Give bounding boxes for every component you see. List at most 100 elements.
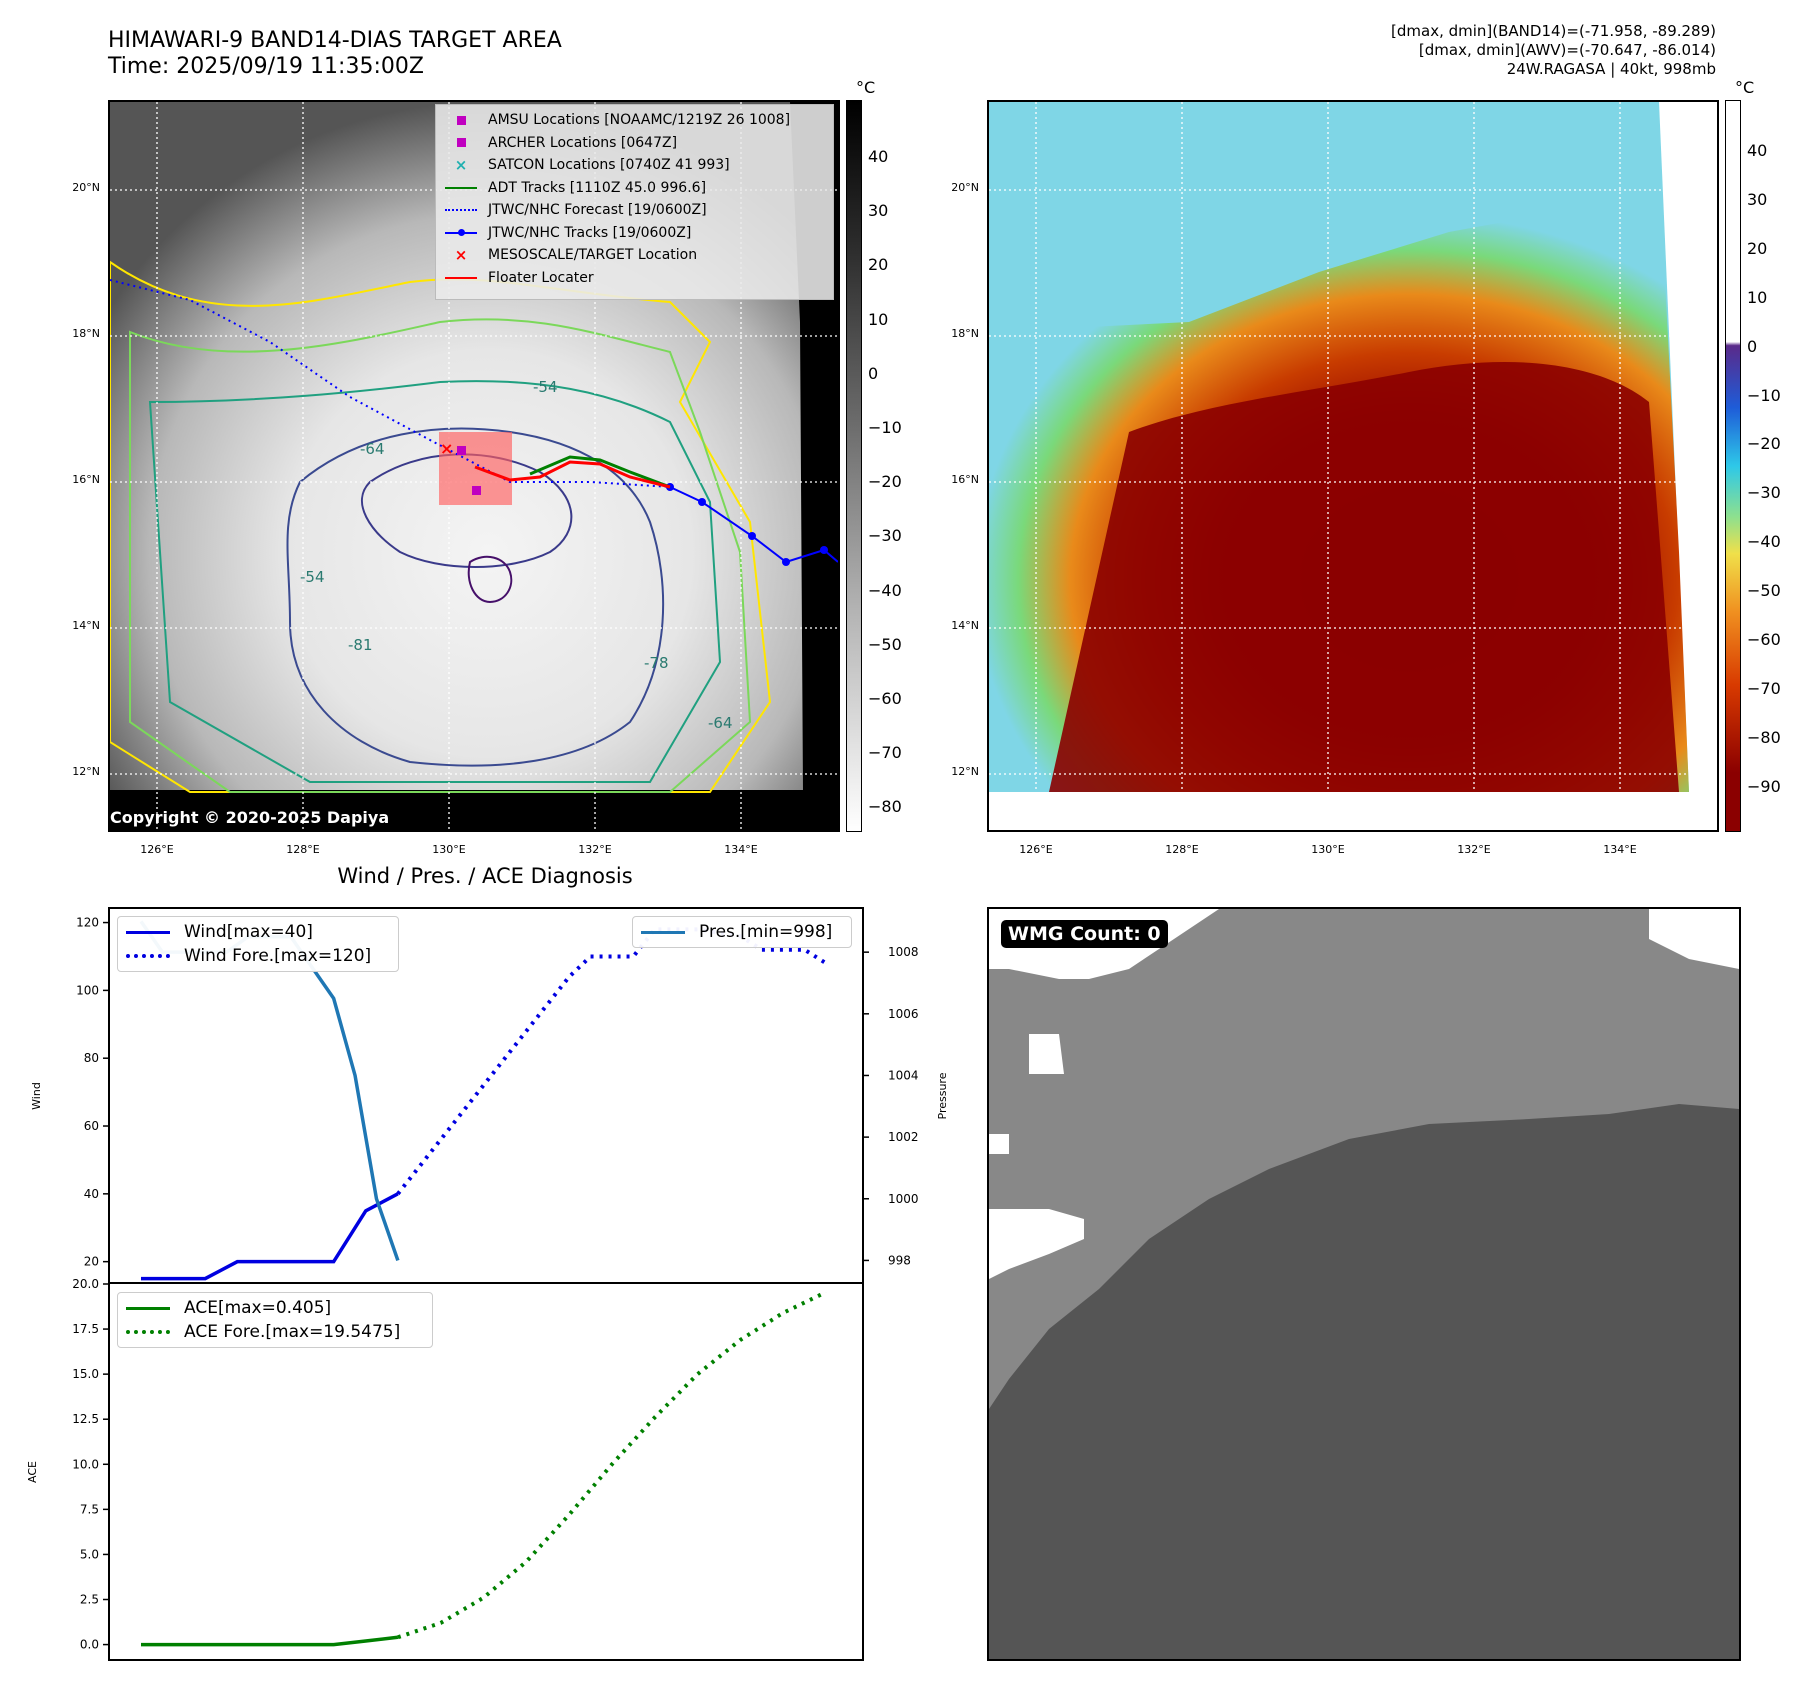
legend-label: Wind Fore.[max=120]: [184, 946, 372, 966]
legend-symbol-icon: [444, 204, 478, 216]
series-line-2: [139, 920, 400, 1261]
colorbar-tick-label: −30: [1747, 483, 1781, 503]
lat-tick-label: 16°N: [72, 473, 100, 486]
legend-label: ADT Tracks [1110Z 45.0 996.6]: [488, 179, 707, 196]
legend-label: Floater Locater: [488, 269, 594, 286]
legend-symbol-icon: ×: [454, 156, 468, 175]
lat-tick-label: 18°N: [951, 327, 979, 340]
series-line-0: [141, 1192, 399, 1281]
pressure-ytick-label: 1008: [888, 945, 919, 959]
diagnosis-title: Wind / Pres. / ACE Diagnosis: [337, 864, 633, 888]
gray-colorbar: [846, 100, 862, 832]
title-line-2: Time: 2025/09/19 11:35:00Z: [108, 54, 424, 79]
lat-tick-label: 14°N: [72, 619, 100, 632]
lon-tick-label: 132°E: [578, 843, 612, 856]
pressure-ytick-label: 1000: [888, 1192, 919, 1206]
colorbar-tick-label: 20: [1747, 238, 1768, 258]
dmax-band14: [dmax, dmin](BAND14)=(-71.958, -89.289): [1391, 22, 1716, 40]
color-colorbar-unit: °C: [1735, 78, 1755, 97]
colorbar-tick-label: −70: [1747, 678, 1781, 698]
ace-series-line-0: [141, 1635, 399, 1647]
colorbar-tick-label: −10: [868, 418, 902, 437]
pressure-ytick-label: 1004: [888, 1068, 919, 1082]
wind-ytick-label: 120: [76, 916, 99, 930]
lon-tick-label: 134°E: [724, 843, 758, 856]
colorbar-tick-label: −60: [1747, 630, 1781, 649]
legend-symbol-icon: [444, 182, 478, 194]
colorbar-tick-label: 40: [868, 147, 889, 166]
lon-tick-label: 130°E: [1311, 843, 1345, 856]
legend-line-icon: [126, 954, 170, 958]
lat-tick-label: 12°N: [72, 765, 100, 778]
contour-label: -81: [348, 636, 373, 654]
ace-ytick-label: 10.0: [72, 1457, 99, 1471]
wind-ytick-label: 100: [76, 983, 99, 997]
chart-legend-entry: Wind Fore.[max=120]: [126, 944, 390, 968]
chart-legend-entry: ACE[max=0.405]: [126, 1296, 424, 1320]
legend-entry: AMSU Locations [NOAAMC/1219Z 26 1008]: [444, 109, 825, 132]
colorbar-tick-label: 30: [1747, 189, 1768, 209]
awv-map-panel: [987, 100, 1719, 832]
ace-ylabel: ACE: [26, 1461, 39, 1483]
wmg-count-badge: WMG Count: 0: [1001, 920, 1168, 948]
legend-line-icon: [126, 930, 170, 934]
legend-line-icon: [126, 1306, 170, 1310]
colorbar-tick-label: 20: [868, 255, 889, 275]
contour-label: -54: [300, 568, 325, 586]
legend-symbol-icon: ×: [454, 246, 468, 265]
legend-symbol-icon: [444, 137, 478, 149]
legend-label: Wind[max=40]: [184, 922, 313, 942]
band14-map-panel: × AMSU Locations [NOAAMC/1219Z 26 1008] A…: [108, 100, 840, 832]
colorbar-tick-label: −50: [868, 634, 902, 654]
legend-label: MESOSCALE/TARGET Location: [488, 247, 698, 264]
legend-label: Pres.[min=998]: [699, 922, 833, 942]
pressure-ylabel: Pressure: [936, 1072, 949, 1119]
legend-label: JTWC/NHC Tracks [19/0600Z]: [488, 224, 692, 241]
pressure-legend: Pres.[min=998]: [632, 916, 852, 948]
legend-symbol-icon: [444, 227, 478, 239]
ace-ytick-label: 12.5: [72, 1412, 99, 1426]
legend-label: AMSU Locations [NOAAMC/1219Z 26 1008]: [488, 112, 791, 129]
legend-symbol-icon: [444, 272, 478, 284]
ace-ytick-label: 17.5: [72, 1322, 99, 1336]
legend-entry: Floater Locater: [444, 267, 825, 290]
lon-tick-label: 128°E: [286, 843, 320, 856]
colorbar-tick-label: −30: [868, 526, 902, 546]
lat-tick-label: 20°N: [951, 181, 979, 194]
legend-entry: × SATCON Locations [0740Z 41 993]: [444, 154, 825, 177]
colorbar-tick-label: 0: [1747, 336, 1758, 356]
legend-label: SATCON Locations [0740Z 41 993]: [488, 157, 730, 174]
lon-tick-label: 126°E: [1019, 843, 1053, 856]
copyright-text: Copyright © 2020-2025 Dapiya: [110, 808, 390, 827]
ace-ytick-label: 20.0: [72, 1277, 99, 1291]
colorbar-tick-label: −80: [1747, 727, 1781, 747]
legend-entry: × MESOSCALE/TARGET Location: [444, 244, 825, 267]
colorbar-tick-label: −20: [1747, 434, 1781, 454]
colorbar-tick-label: −40: [1747, 532, 1781, 552]
lon-tick-label: 126°E: [140, 843, 174, 856]
colorbar-tick-label: −50: [1747, 581, 1781, 601]
awv-map-image: [989, 102, 1717, 830]
series-line-1: [396, 927, 828, 1196]
legend-entry: JTWC/NHC Tracks [19/0600Z]: [444, 222, 825, 245]
wind-ytick-label: 80: [84, 1051, 99, 1065]
lat-tick-label: 12°N: [951, 765, 979, 778]
color-colorbar: [1725, 100, 1741, 832]
map-legend: AMSU Locations [NOAAMC/1219Z 26 1008] ARC…: [435, 104, 834, 300]
colorbar-tick-label: 30: [868, 201, 889, 221]
wind-ylabel: Wind: [30, 1082, 43, 1110]
pressure-ytick-label: 998: [888, 1253, 911, 1267]
colorbar-tick-label: −40: [868, 580, 902, 600]
wind-ytick-label: 40: [84, 1187, 99, 1201]
title-line-1: HIMAWARI-9 BAND14-DIAS TARGET AREA: [108, 28, 562, 53]
colorbar-tick-label: 10: [868, 309, 889, 329]
colorbar-tick-label: −70: [868, 743, 902, 763]
wind-legend: Wind[max=40] Wind Fore.[max=120]: [117, 916, 399, 972]
figure-title: HIMAWARI-9 BAND14-DIAS TARGET AREA Time:…: [108, 28, 562, 80]
ace-ytick-label: 5.0: [80, 1547, 99, 1561]
legend-label: ACE Fore.[max=19.5475]: [184, 1322, 401, 1342]
wind-ytick-label: 60: [84, 1119, 99, 1133]
legend-entry: ADT Tracks [1110Z 45.0 996.6]: [444, 177, 825, 200]
dmax-awv: [dmax, dmin](AWV)=(-70.647, -86.014): [1418, 41, 1716, 59]
legend-line-icon: [126, 1330, 170, 1334]
